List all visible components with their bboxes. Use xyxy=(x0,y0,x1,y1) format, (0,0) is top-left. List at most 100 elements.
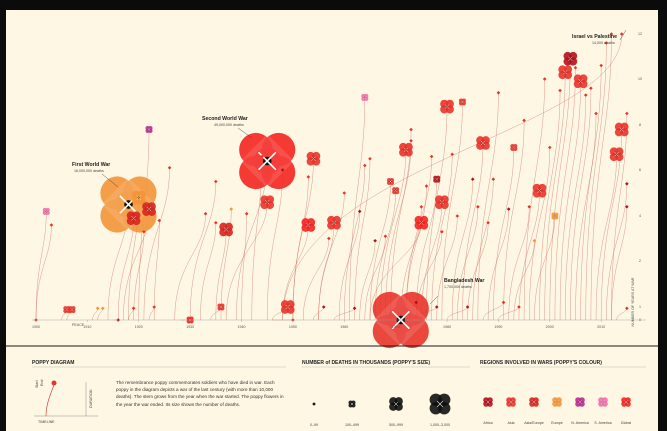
legend-size-poppy-3 xyxy=(429,393,451,415)
poppy-12 xyxy=(95,306,100,311)
stem-47 xyxy=(364,236,386,321)
stem-27 xyxy=(215,229,227,321)
poppy-82 xyxy=(547,145,552,150)
stem-42 xyxy=(338,211,360,321)
legend-size-label-1: 100–499 xyxy=(345,423,359,427)
stem-85 xyxy=(544,72,566,321)
legend-region-poppy-3 xyxy=(552,397,562,407)
poppy-41 xyxy=(352,306,357,311)
poppy-46 xyxy=(373,238,377,243)
legend-region-poppy-1 xyxy=(506,397,516,407)
poppy-34 xyxy=(301,218,316,232)
stem-19 xyxy=(148,306,155,321)
poppy-24 xyxy=(214,179,218,184)
legend-regions-title: REGIONS INVOLVED IN WARS (POPPY'S COLOUR… xyxy=(480,360,602,366)
stem-84 xyxy=(539,90,561,321)
legend-region-poppy-2 xyxy=(529,397,539,407)
poppy-26 xyxy=(229,207,234,211)
y-tick-label-4: 6 xyxy=(639,168,641,172)
poppy-70 xyxy=(486,220,490,225)
stem-87 xyxy=(554,67,576,321)
poppy-28 xyxy=(260,195,275,210)
poppy-98 xyxy=(625,111,629,116)
poppy-62 xyxy=(440,99,454,114)
poppy-1 xyxy=(239,132,296,190)
legend-region-label-1: Asia xyxy=(508,421,515,425)
stem-23 xyxy=(200,222,217,321)
poppy-73 xyxy=(501,300,506,305)
poppy-40 xyxy=(342,191,347,195)
annotation-wwi-subtitle: 16,000,000 deaths xyxy=(74,169,104,173)
poppy-52 xyxy=(409,138,413,143)
annotation-israel-title: Israel vs Palestine xyxy=(572,34,617,40)
poppy-19 xyxy=(152,305,156,309)
poppy-63 xyxy=(450,152,454,157)
stem-18 xyxy=(143,167,170,321)
x-tick-label-7: 1970 xyxy=(392,325,400,329)
poppy-64 xyxy=(455,214,460,218)
stem-37 xyxy=(302,238,330,321)
poppy-67 xyxy=(470,177,475,181)
stem-63 xyxy=(431,154,453,321)
legend-diagram-stem xyxy=(45,384,55,417)
stem-98 xyxy=(611,113,628,321)
legend-region-label-4: N. America xyxy=(571,421,589,425)
stem-86 xyxy=(549,58,571,321)
stem-45 xyxy=(354,158,371,321)
poppy-81 xyxy=(542,77,547,81)
poppy-39 xyxy=(327,215,341,230)
poppy-47 xyxy=(383,234,388,239)
stem-35 xyxy=(292,176,309,321)
stem-78 xyxy=(508,206,530,321)
poppy-83 xyxy=(551,212,559,220)
stem-8 xyxy=(35,224,52,321)
poppy-66 xyxy=(465,305,470,309)
stem-97 xyxy=(606,183,628,321)
poppy-25 xyxy=(217,303,225,311)
x-tick-label-10: 2000 xyxy=(546,325,554,329)
stem-39 xyxy=(318,222,335,321)
poppy-5 xyxy=(142,202,156,216)
stem-82 xyxy=(529,147,550,321)
stem-75 xyxy=(493,147,515,321)
stem-44 xyxy=(349,97,366,321)
stem-12 xyxy=(92,308,98,321)
poppy-27 xyxy=(219,222,233,237)
stem-68 xyxy=(457,206,479,321)
poppy-78 xyxy=(527,205,532,209)
stem-77 xyxy=(503,120,525,321)
poppy-90 xyxy=(589,86,593,90)
x-tick-label-9: 1990 xyxy=(494,325,502,329)
legend-diagram-poppy xyxy=(51,380,57,386)
poppy-30 xyxy=(260,154,264,159)
poppy-61 xyxy=(435,195,449,210)
stem-53 xyxy=(390,129,412,321)
poppy-37 xyxy=(327,236,331,241)
legend-diagram-timeline: TIMELINE xyxy=(38,420,55,424)
stem-22 xyxy=(174,213,206,321)
poppy-96 xyxy=(614,122,629,137)
annotation-bangladesh-subtitle: 1,700,000 deaths xyxy=(444,285,472,289)
poppy-87 xyxy=(573,65,578,70)
annotation-bangladesh-title: Bangladesh War xyxy=(444,278,484,284)
poppy-85 xyxy=(558,65,573,80)
legend-size-label-2: 500–999 xyxy=(389,423,403,427)
stem-99 xyxy=(611,206,628,321)
poppy-15 xyxy=(131,306,136,311)
stem-49 xyxy=(374,190,396,321)
stem-28 xyxy=(225,202,268,321)
stems-layer xyxy=(35,33,628,321)
legend-region-label-3: Europe xyxy=(551,421,563,425)
peace-label: PEACE xyxy=(72,323,85,327)
poppy-18 xyxy=(167,165,172,170)
poppy-36 xyxy=(306,151,321,166)
poppy-48 xyxy=(386,177,395,186)
x-tick-label-1: 1910 xyxy=(83,325,91,329)
stem-46 xyxy=(359,240,376,321)
poppy-92 xyxy=(599,63,603,68)
y-tick-label-7: 12 xyxy=(638,32,642,36)
poppy-65 xyxy=(458,98,466,106)
poppy-31 xyxy=(280,168,285,172)
poppy-22 xyxy=(203,211,208,216)
